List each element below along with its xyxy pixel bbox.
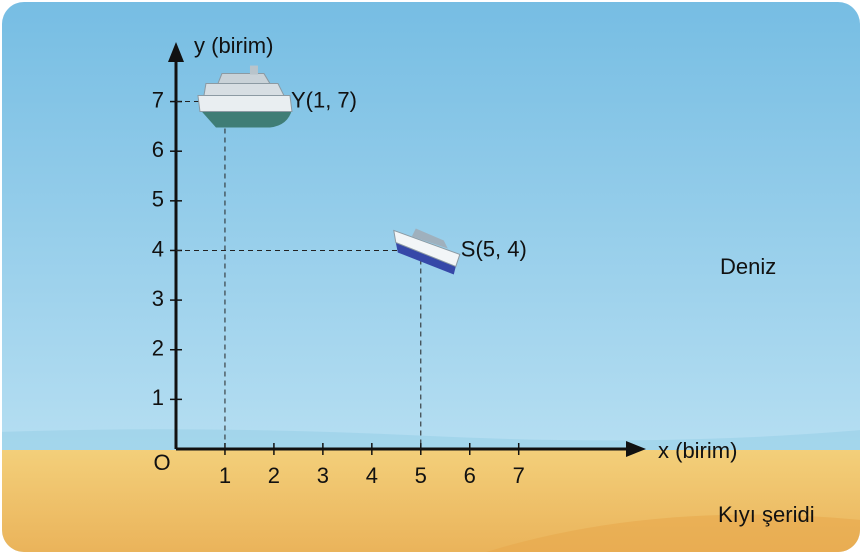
origin-label: O bbox=[153, 450, 170, 475]
point-label: S(5, 4) bbox=[461, 236, 527, 261]
x-tick-label: 7 bbox=[513, 463, 525, 488]
y-tick-label: 5 bbox=[152, 187, 164, 212]
x-axis-label: x (birim) bbox=[658, 438, 737, 463]
x-tick-label: 4 bbox=[366, 463, 378, 488]
x-arrow bbox=[626, 441, 646, 457]
ship-hull bbox=[199, 109, 292, 128]
sea-label: Deniz bbox=[720, 254, 776, 279]
y-tick-label: 2 bbox=[152, 336, 164, 361]
y-axis-label: y (birim) bbox=[194, 33, 273, 58]
y-tick-label: 1 bbox=[152, 385, 164, 410]
ship-chimney bbox=[249, 65, 258, 75]
y-tick-label: 6 bbox=[152, 137, 164, 162]
ship bbox=[197, 65, 293, 128]
ship bbox=[393, 228, 461, 275]
y-tick-label: 7 bbox=[152, 87, 164, 112]
ship-top bbox=[217, 73, 271, 85]
ship-body bbox=[197, 95, 293, 113]
x-tick-label: 5 bbox=[415, 463, 427, 488]
boat-cabin bbox=[411, 228, 448, 249]
boat-body bbox=[393, 229, 461, 268]
x-tick-label: 3 bbox=[317, 463, 329, 488]
y-tick-label: 4 bbox=[152, 236, 164, 261]
x-tick-label: 2 bbox=[268, 463, 280, 488]
ship-deck bbox=[203, 83, 285, 97]
point-label: Y(1, 7) bbox=[291, 87, 357, 112]
y-arrow bbox=[168, 42, 184, 62]
boat-hull bbox=[395, 242, 456, 275]
x-tick-label: 1 bbox=[219, 463, 231, 488]
x-tick-label: 6 bbox=[464, 463, 476, 488]
y-tick-label: 3 bbox=[152, 286, 164, 311]
shore-label: Kıyı şeridi bbox=[718, 502, 815, 527]
